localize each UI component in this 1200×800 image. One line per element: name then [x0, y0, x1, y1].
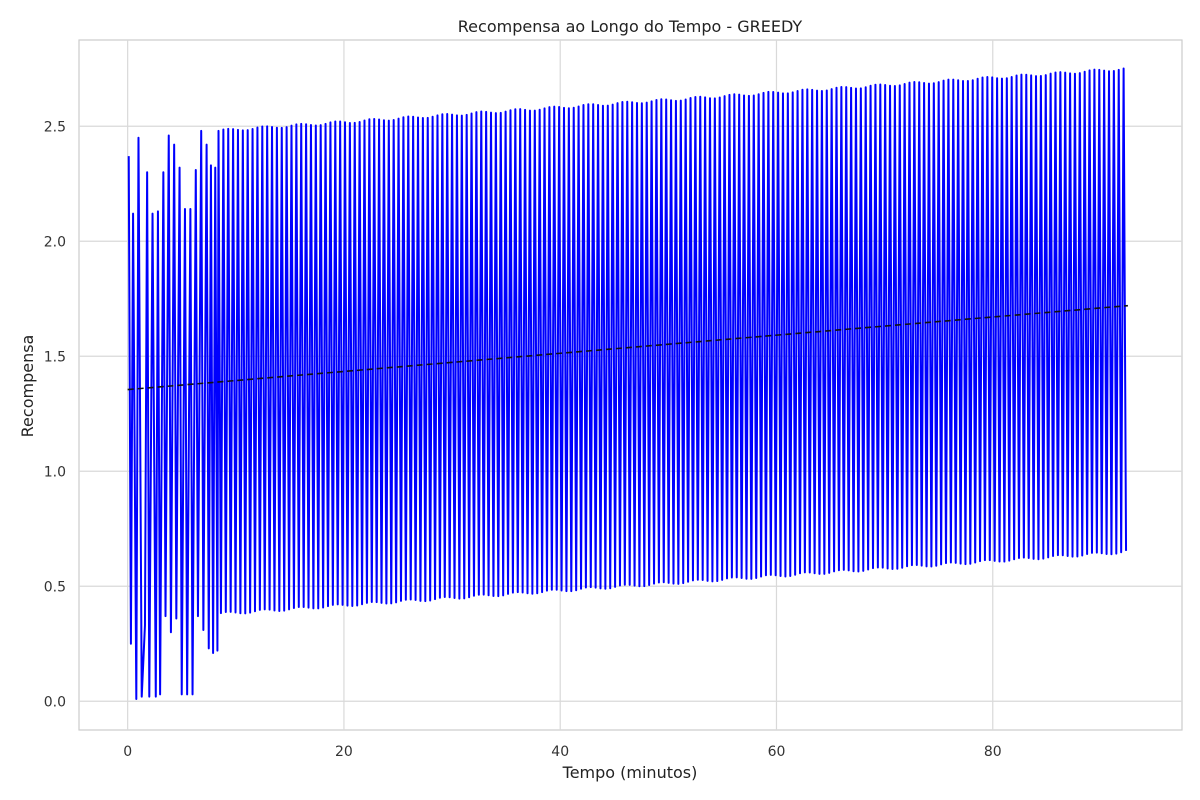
y-tick-label: 2.0	[44, 234, 66, 250]
x-axis-ticks: 0 20 40 60 80	[123, 744, 1001, 760]
x-tick-label: 40	[551, 744, 569, 760]
x-tick-label: 80	[984, 744, 1002, 760]
y-axis-ticks: 0.0 0.5 1.0 1.5 2.0 2.5	[44, 119, 66, 710]
x-tick-label: 0	[123, 744, 132, 760]
y-tick-label: 1.5	[44, 349, 66, 365]
series-layer	[127, 67, 1128, 700]
y-tick-label: 1.0	[44, 464, 66, 480]
y-tick-label: 0.0	[44, 694, 66, 710]
y-axis-label: Recompensa	[18, 335, 37, 438]
x-tick-label: 20	[335, 744, 353, 760]
chart-title: Recompensa ao Longo do Tempo - GREEDY	[458, 17, 803, 36]
x-tick-label: 60	[768, 744, 786, 760]
y-tick-label: 2.5	[44, 119, 66, 135]
x-axis-label: Tempo (minutos)	[562, 763, 698, 782]
trend-layer	[127, 304, 1128, 391]
y-tick-label: 0.5	[44, 579, 66, 595]
series-line-recompensa	[127, 67, 1128, 700]
series-line-trend	[127, 304, 1128, 391]
